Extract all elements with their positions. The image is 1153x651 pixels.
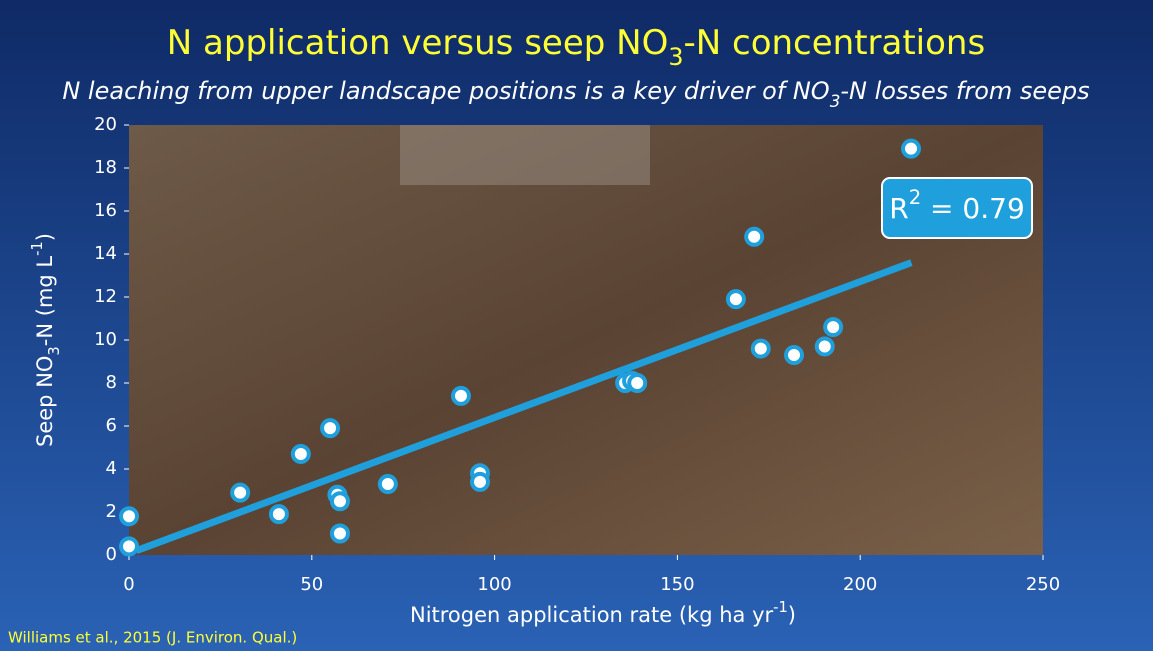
chart-subtitle-part: 3	[830, 91, 841, 111]
x-tick-label: 100	[477, 574, 511, 595]
data-point	[332, 493, 348, 509]
y-tick-label: 10	[94, 329, 117, 350]
chart-title-part: 3	[668, 43, 683, 71]
source-note: Williams et al., 2015 (J. Environ. Qual.…	[8, 629, 297, 647]
data-point	[271, 506, 287, 522]
x-tick-label: 200	[843, 574, 877, 595]
x-axis-label-part: )	[788, 603, 796, 627]
data-point	[322, 420, 338, 436]
y-tick-label: 0	[106, 544, 117, 565]
y-tick-label: 14	[94, 243, 117, 264]
y-tick-label: 16	[94, 200, 117, 221]
data-point	[753, 341, 769, 357]
data-point	[332, 526, 348, 542]
data-point	[380, 476, 396, 492]
data-point	[825, 319, 841, 335]
annotation-part: = 0.79	[921, 192, 1025, 225]
data-point	[293, 446, 309, 462]
x-axis-label: Nitrogen application rate (kg ha yr-1)	[410, 599, 796, 628]
data-point	[472, 474, 488, 490]
x-axis-label-part: Nitrogen application rate (kg ha yr	[410, 603, 774, 627]
chart-subtitle-part: N leaching from upper landscape position…	[62, 77, 829, 105]
y-axis-label-part: )	[33, 233, 57, 241]
y-axis-label-part: -1	[29, 241, 46, 256]
data-point	[746, 229, 762, 245]
y-axis-label-part: Seep NO	[33, 356, 57, 447]
y-tick-label: 2	[106, 501, 117, 522]
x-tick-label: 150	[660, 574, 694, 595]
y-axis-label-part: -N (mg L	[33, 256, 57, 347]
annotation-part: 2	[909, 186, 921, 209]
data-point	[817, 338, 833, 354]
y-tick-label: 20	[94, 114, 117, 135]
data-point	[728, 291, 744, 307]
x-tick-label: 50	[300, 574, 323, 595]
chart-title-part: -N concentrations	[683, 23, 985, 63]
x-tick-label: 0	[123, 574, 134, 595]
y-axis-label-part: 3	[46, 346, 63, 355]
y-tick-label: 6	[106, 415, 117, 436]
chart-title-part: N application versus seep NO	[167, 23, 669, 63]
x-axis-label-part: -1	[773, 599, 788, 616]
annotation-part: R	[889, 192, 908, 225]
data-point	[453, 388, 469, 404]
y-tick-label: 18	[94, 157, 117, 178]
data-point	[121, 538, 137, 554]
y-tick-label: 4	[106, 458, 117, 479]
data-point	[903, 141, 919, 157]
chart-subtitle-part: -N losses from seeps	[840, 77, 1089, 105]
data-point	[629, 375, 645, 391]
data-point	[232, 485, 248, 501]
photo-sky	[400, 125, 650, 185]
y-tick-label: 8	[106, 372, 117, 393]
slide: N application versus seep NO3-N concentr…	[0, 0, 1153, 651]
data-point	[121, 508, 137, 524]
data-point	[786, 347, 802, 363]
x-tick-label: 250	[1026, 574, 1060, 595]
y-tick-label: 12	[94, 286, 117, 307]
